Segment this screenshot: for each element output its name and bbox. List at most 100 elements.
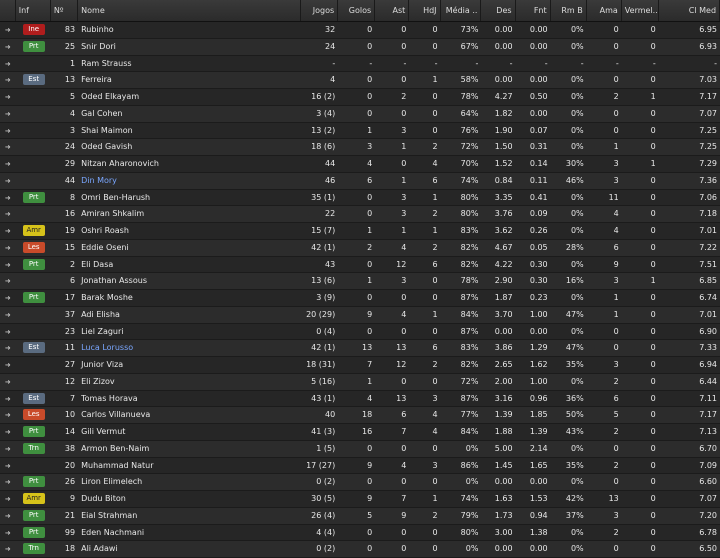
player-name[interactable]: Gal Cohen <box>81 108 123 118</box>
arrow-icon[interactable]: ➜ <box>4 428 11 436</box>
player-name[interactable]: Oshri Roash <box>81 226 129 235</box>
arrow-icon[interactable]: ➜ <box>4 26 11 34</box>
table-row[interactable]: ➜ Trn 38 Armon Ben-Naim 1 (5) 0 0 0 0% 5.00 2.14 0%… <box>0 440 720 458</box>
arrow-icon[interactable]: ➜ <box>4 511 11 520</box>
arrow-icon[interactable]: ➜ <box>4 42 11 51</box>
arrow-icon[interactable]: ➜ <box>4 528 11 537</box>
player-name[interactable]: Oded Elkayam <box>81 92 140 101</box>
arrow-icon[interactable]: ➜ <box>4 411 11 420</box>
status-badge[interactable]: Prt <box>22 258 45 270</box>
status-badge[interactable]: Ine <box>22 24 45 35</box>
status-badge[interactable]: Prt <box>22 476 45 488</box>
table-row[interactable]: ➜ Prt 26 Liron Elimelech 0 (2) 0 0 0 0% 0.00 0.00 0… <box>0 474 720 491</box>
status-badge[interactable]: Trn <box>22 543 45 555</box>
player-name[interactable]: Omri Ben-Harush <box>81 192 151 202</box>
table-row[interactable]: ➜ Amr 19 Oshri Roash 15 (7) 1 1 1 83% 3.62 0.26 0% 4… <box>0 223 720 240</box>
table-row[interactable]: ➜ 3 Shai Maimon 13 (2) 1 3 0 76% 1.90 0.07 0% 0 0 7.2… <box>0 122 720 140</box>
player-name[interactable]: Armon Ben-Naim <box>81 443 150 453</box>
player-name[interactable]: Muhammad Natur <box>81 460 154 470</box>
table-row[interactable]: ➜ 6 Jonathan Assous 13 (6) 1 3 0 78% 2.90 0.30 16%… <box>0 273 720 290</box>
table-row[interactable]: ➜ 16 Amiran Shkalim 22 0 3 2 80% 3.76 0.09 0% 4 0 7.1… <box>0 206 720 223</box>
table-row[interactable]: ➜ Prt 14 Gili Vermut 41 (3) 16 7 4 84% 1.88 1.39 43… <box>0 424 720 441</box>
status-badge[interactable]: Prt <box>22 526 45 538</box>
table-row[interactable]: ➜ 1 Ram Strauss - - - - - - - - - - - <box>0 55 720 73</box>
player-name[interactable]: Liron Elimelech <box>81 477 143 487</box>
table-row[interactable]: ➜ 24 Oded Gavish 18 (6) 3 1 2 72% 1.50 0.31 0% 1 0 7.… <box>0 139 720 156</box>
table-row[interactable]: ➜ Amr 9 Dudu Biton 30 (5) 9 7 1 74% 1.63 1.53 42% 13… <box>0 491 720 508</box>
table-row[interactable]: ➜ 23 Liel Zaguri 0 (4) 0 0 0 87% 0.00 0.00 0% 0 0 6.9… <box>0 323 720 341</box>
player-name[interactable]: Eli Zizov <box>81 376 115 386</box>
table-row[interactable]: ➜ 4 Gal Cohen 3 (4) 0 0 0 64% 1.82 0.00 0% 0 0 7.07 <box>0 105 720 123</box>
arrow-icon[interactable]: ➜ <box>4 143 11 152</box>
status-badge[interactable]: Prt <box>22 191 45 203</box>
table-row[interactable]: ➜ 20 Muhammad Natur 17 (27) 9 4 3 86% 1.45 1.65 35… <box>0 457 720 475</box>
arrow-icon[interactable]: ➜ <box>4 294 11 302</box>
column-rmb[interactable]: Rm B <box>551 0 587 21</box>
player-name[interactable]: Ram Strauss <box>81 58 132 68</box>
arrow-icon[interactable]: ➜ <box>4 227 11 235</box>
arrow-icon[interactable]: ➜ <box>4 260 11 269</box>
column-fnt[interactable]: Fnt <box>516 0 551 21</box>
player-name[interactable]: Luca Lorusso <box>81 343 134 353</box>
player-name[interactable]: Jonathan Assous <box>81 276 147 286</box>
status-badge[interactable]: Les <box>22 409 45 421</box>
arrow-icon[interactable]: ➜ <box>4 109 11 118</box>
arrow-icon[interactable]: ➜ <box>4 59 11 68</box>
player-name[interactable]: Ferreira <box>81 75 112 85</box>
column-media[interactable]: Média .. <box>441 0 482 21</box>
arrow-icon[interactable]: ➜ <box>4 193 11 202</box>
player-name[interactable]: Dudu Biton <box>81 494 126 503</box>
table-row[interactable]: ➜ Les 10 Carlos Villanueva 40 18 6 4 77% 1.39 1.85… <box>0 407 720 424</box>
table-row[interactable]: ➜ Est 13 Ferreira 4 0 0 1 58% 0.00 0.00 0% 0 0 7.03 <box>0 72 720 89</box>
table-row[interactable]: ➜ 27 Junior Viza 18 (31) 7 12 2 82% 2.65 1.62 35% 3… <box>0 357 720 374</box>
arrow-icon[interactable]: ➜ <box>4 344 11 353</box>
status-badge[interactable]: Prt <box>22 426 45 437</box>
table-row[interactable]: ➜ 12 Eli Zizov 5 (16) 1 0 0 72% 2.00 1.00 0% 2 0 6.44 <box>0 373 720 391</box>
table-row[interactable]: ➜ 37 Adi Elisha 20 (29) 9 4 1 84% 3.70 1.00 47% 1 0 7… <box>0 306 720 324</box>
column-inf[interactable]: Inf <box>16 0 51 21</box>
arrow-icon[interactable]: ➜ <box>4 93 11 101</box>
table-row[interactable]: ➜ Ine 83 Rubinho 32 0 0 0 73% 0.00 0.00 0% 0 0 6.95 <box>0 22 720 39</box>
status-badge[interactable]: Est <box>22 342 45 354</box>
player-name[interactable]: Barak Moshe <box>81 293 133 302</box>
player-name[interactable]: Rubinho <box>81 25 114 34</box>
arrow-icon[interactable]: ➜ <box>4 243 11 252</box>
column-hdj[interactable]: HdJ <box>409 0 441 21</box>
player-name[interactable]: Oded Gavish <box>81 142 133 152</box>
player-name[interactable]: Eddie Oseni <box>81 242 129 252</box>
table-row[interactable]: ➜ Est 11 Luca Lorusso 42 (1) 13 13 6 83% 3.86 1.29… <box>0 340 720 357</box>
table-row[interactable]: ➜ Prt 17 Barak Moshe 3 (9) 0 0 0 87% 1.87 0.23 0% 1 0… <box>0 290 720 307</box>
column-clmed[interactable]: Cl Med <box>659 0 720 21</box>
arrow-icon[interactable]: ➜ <box>4 310 11 319</box>
column-ast[interactable]: Ast <box>375 0 410 21</box>
player-name[interactable]: Junior Viza <box>81 360 124 369</box>
arrow-icon[interactable]: ➜ <box>4 444 11 453</box>
arrow-icon[interactable]: ➜ <box>4 361 11 369</box>
table-row[interactable]: ➜ 29 Nitzan Aharonovich 44 4 0 4 70% 1.52 0.14 30%… <box>0 156 720 173</box>
column-des[interactable]: Des <box>481 0 516 21</box>
table-row[interactable]: ➜ 5 Oded Elkayam 16 (2) 0 2 0 78% 4.27 0.50 0% 2 1 7.… <box>0 89 720 106</box>
player-name[interactable]: Liel Zaguri <box>81 326 124 336</box>
player-name[interactable]: Amiran Shkalim <box>81 209 145 219</box>
arrow-icon[interactable]: ➜ <box>4 545 11 554</box>
table-row[interactable]: ➜ Prt 8 Omri Ben-Harush 35 (1) 0 3 1 80% 3.35 0.41… <box>0 189 720 207</box>
arrow-icon[interactable]: ➜ <box>4 377 11 386</box>
column-ama[interactable]: Ama <box>587 0 622 21</box>
arrow-icon[interactable]: ➜ <box>4 495 11 503</box>
arrow-icon[interactable]: ➜ <box>4 76 11 85</box>
status-badge[interactable]: Amr <box>22 493 45 504</box>
table-row[interactable]: ➜ Les 15 Eddie Oseni 42 (1) 2 4 2 82% 4.67 0.05 28%… <box>0 239 720 257</box>
status-badge[interactable]: Les <box>22 241 45 253</box>
player-name[interactable]: Din Mory <box>81 175 117 185</box>
player-name[interactable]: Eli Dasa <box>81 259 114 269</box>
arrow-icon[interactable]: ➜ <box>4 478 11 487</box>
player-name[interactable]: Shai Maimon <box>81 125 133 135</box>
table-row[interactable]: ➜ Trn 18 Ali Adawi 0 (2) 0 0 0 0% 0.00 0.00 0% 0 0 6.5… <box>0 541 720 558</box>
status-badge[interactable]: Prt <box>22 40 45 52</box>
player-name[interactable]: Ali Adawi <box>81 544 118 554</box>
player-name[interactable]: Eial Strahman <box>81 510 138 520</box>
column-jogos[interactable]: Jogos <box>301 0 339 21</box>
table-row[interactable]: ➜ Prt 21 Eial Strahman 26 (4) 5 9 2 79% 1.73 0.94 3… <box>0 507 720 525</box>
status-badge[interactable]: Est <box>22 392 45 404</box>
status-badge[interactable]: Est <box>22 74 45 86</box>
